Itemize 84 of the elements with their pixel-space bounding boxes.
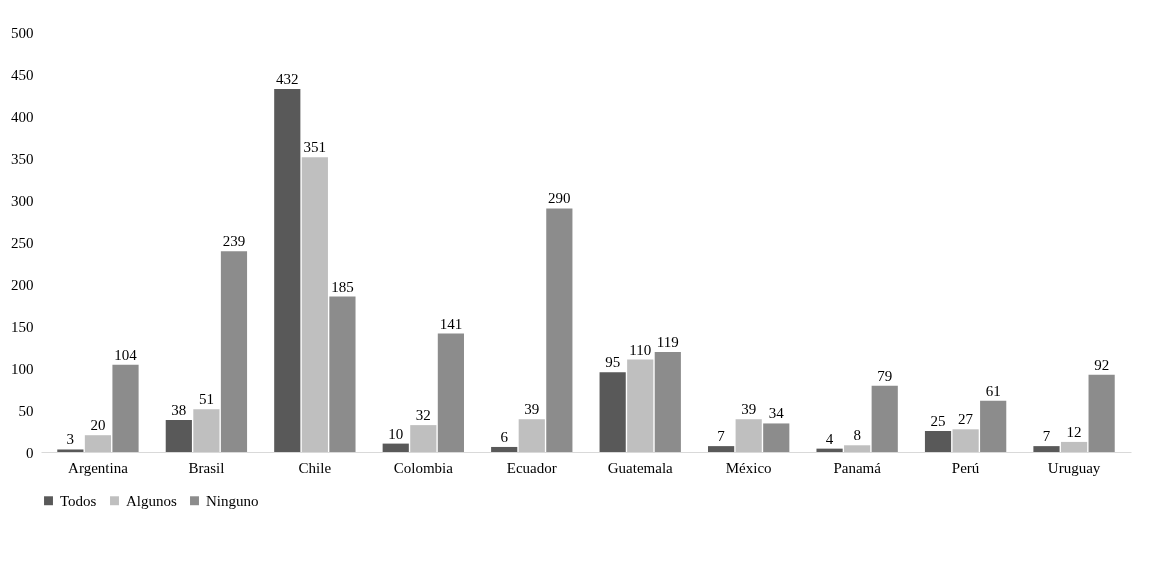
data-label: 61 [985, 382, 1001, 399]
x-tick-label: Guatemala [607, 459, 674, 476]
data-label: 39 [524, 401, 540, 418]
bar [763, 423, 790, 452]
bar [627, 359, 654, 452]
y-tick-label: 50 [18, 402, 34, 419]
data-label: 185 [331, 278, 354, 295]
bar [735, 419, 762, 452]
bar [329, 296, 356, 452]
bar [1088, 374, 1115, 452]
y-tick-label: 0 [26, 444, 34, 461]
x-tick-label: Panamá [833, 459, 882, 476]
bar [382, 443, 409, 452]
data-label: 7 [717, 428, 726, 445]
x-tick-label: Uruguay [1047, 459, 1101, 476]
data-label: 351 [303, 139, 327, 156]
data-label: 432 [276, 71, 299, 88]
y-tick-label: 200 [11, 276, 34, 293]
y-tick-label: 300 [11, 192, 34, 209]
data-label: 104 [114, 346, 138, 363]
y-tick-label: 250 [11, 234, 34, 251]
bar [84, 435, 112, 452]
bar [871, 385, 898, 452]
bar [491, 446, 518, 452]
bar [546, 208, 573, 452]
bar [980, 400, 1007, 452]
x-tick-label: Perú [951, 459, 980, 476]
data-label: 12 [1066, 423, 1082, 440]
data-label: 141 [439, 315, 463, 332]
data-label: 6 [500, 428, 509, 445]
data-label: 34 [768, 405, 785, 422]
bar [518, 419, 545, 452]
legend-label: Ninguno [206, 492, 259, 509]
data-label: 20 [90, 417, 106, 434]
data-label: 95 [605, 354, 621, 371]
data-label: 32 [415, 407, 431, 424]
y-tick-label: 350 [11, 150, 34, 167]
y-tick-label: 100 [11, 360, 34, 377]
data-label: 110 [629, 341, 652, 358]
bar [844, 445, 871, 452]
data-label: 10 [388, 425, 404, 442]
x-tick-label: Chile [298, 459, 332, 476]
x-tick-label: Ecuador [506, 459, 557, 476]
legend-label: Todos [60, 492, 97, 509]
data-label: 119 [656, 334, 679, 351]
data-label: 51 [198, 391, 214, 408]
bar [165, 420, 192, 452]
y-tick-label: 450 [11, 66, 34, 83]
x-tick-label: México [725, 459, 772, 476]
data-label: 7 [1042, 428, 1051, 445]
y-tick-label: 500 [11, 24, 34, 41]
bar [57, 449, 84, 452]
data-label: 38 [171, 402, 187, 419]
bar [301, 157, 328, 452]
bar [952, 429, 979, 452]
bar [112, 364, 139, 452]
bar [816, 448, 843, 452]
y-tick-label: 150 [11, 318, 34, 335]
bar [220, 251, 248, 452]
y-tick-label: 400 [11, 108, 34, 125]
bar [1060, 441, 1088, 452]
data-label: 92 [1094, 356, 1110, 373]
bar [654, 352, 681, 452]
legend-label: Algunos [126, 492, 177, 509]
x-tick-label: Brasil [188, 459, 225, 476]
bar [437, 333, 464, 452]
data-label: 8 [853, 427, 861, 444]
data-label: 25 [930, 413, 946, 429]
x-tick-label: Argentina [68, 459, 129, 476]
x-tick-label: Colombia [393, 459, 454, 476]
bar [924, 431, 952, 452]
bar [274, 89, 301, 452]
data-label: 39 [741, 401, 757, 418]
data-label: 27 [958, 411, 974, 428]
data-label: 4 [825, 430, 834, 447]
data-label: 79 [877, 367, 893, 384]
bar [708, 446, 735, 452]
bar [1033, 446, 1060, 452]
data-label: 3 [66, 431, 75, 448]
bar [193, 409, 220, 452]
bar [410, 425, 437, 452]
bar [599, 372, 626, 452]
data-label: 290 [548, 190, 571, 207]
data-label: 239 [222, 233, 246, 250]
